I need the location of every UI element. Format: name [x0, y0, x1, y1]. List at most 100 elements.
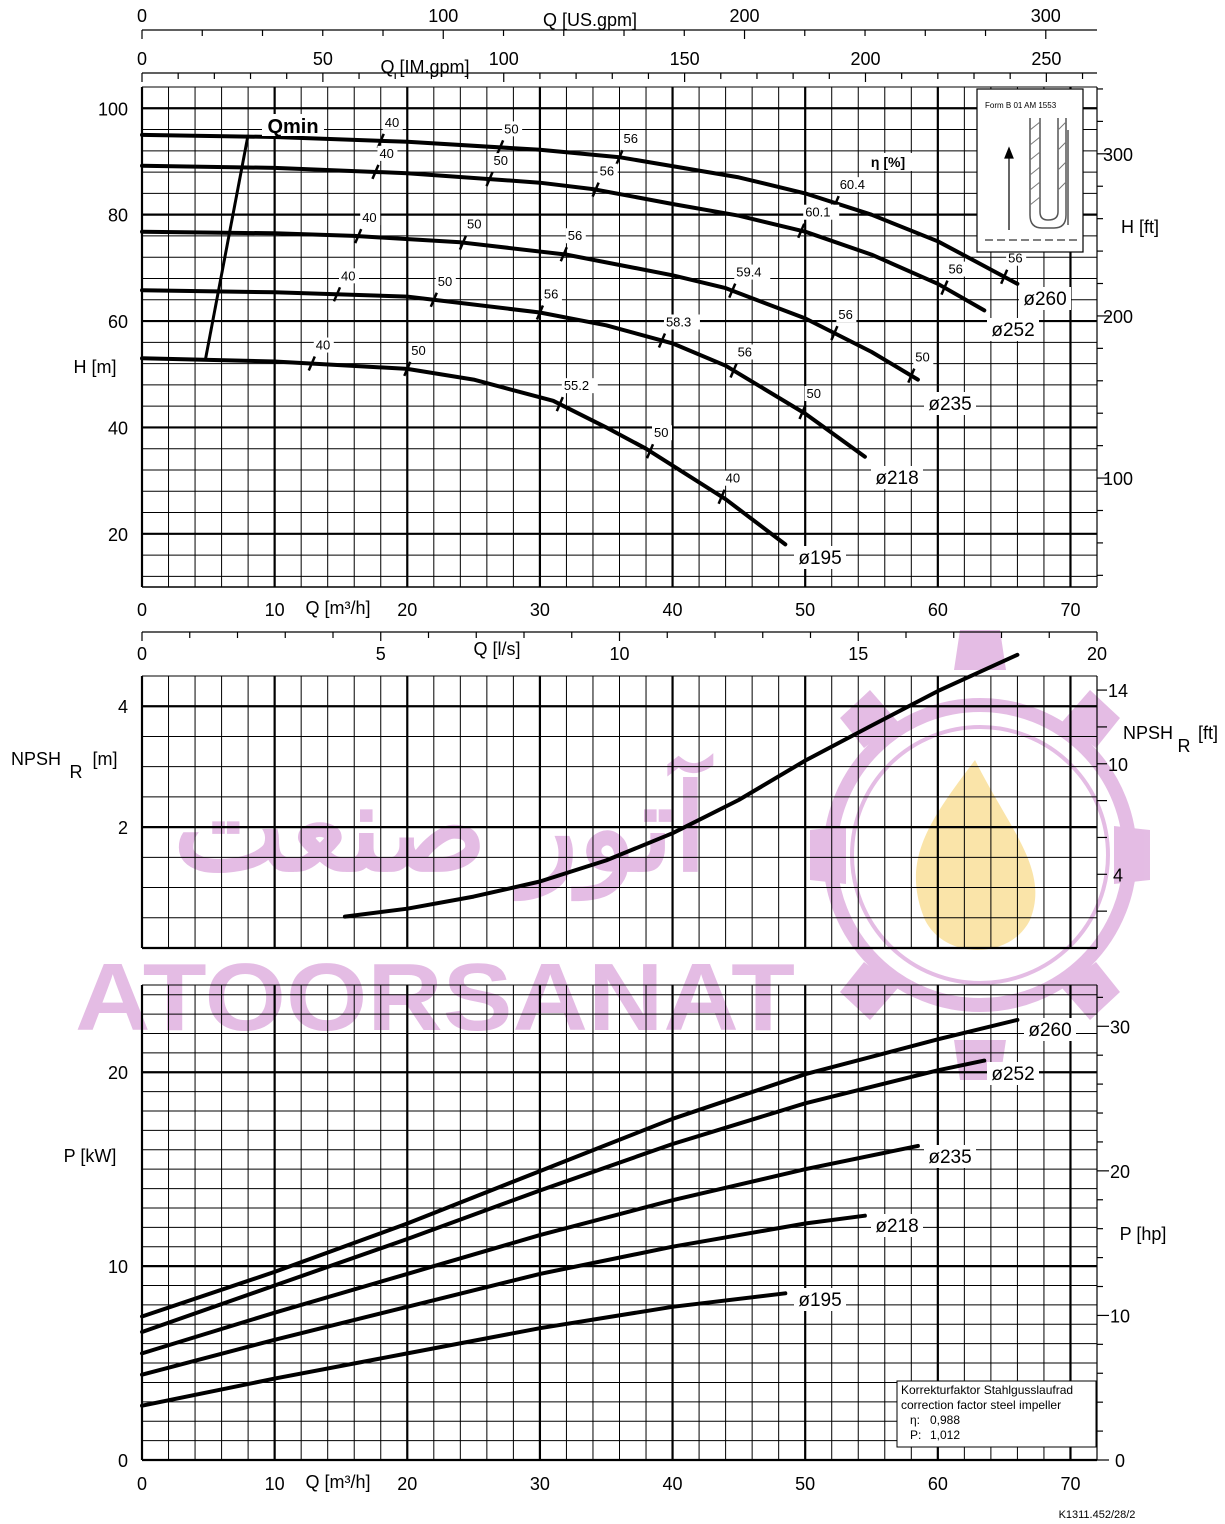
watermark-latin: ATOORSANAT	[75, 944, 795, 1051]
eta-label-bg	[913, 349, 934, 365]
power-x-tick-label: 40	[663, 1474, 683, 1494]
eta-label-bg	[409, 342, 430, 358]
ls-tick-label: 20	[1087, 644, 1107, 664]
head-y-tick-label: 100	[98, 99, 128, 119]
eta-label-bg	[313, 337, 334, 353]
document-reference: K1311.452/28/2	[1059, 1509, 1136, 1521]
head-x-tick-label: 40	[663, 600, 683, 620]
watermark-ring-outer	[823, 698, 1137, 1012]
eta-value-label: 56	[948, 262, 962, 277]
eta-tick-mark	[798, 404, 807, 420]
power-curve-label: ø252	[991, 1064, 1034, 1085]
head-y-tick-label: 20	[108, 525, 128, 545]
eta-value-label: 60.4	[840, 177, 865, 192]
eta-value-label: 56	[544, 287, 558, 302]
im-gpm-axis-tick-label: 150	[670, 49, 700, 69]
curve-label-bg	[924, 1145, 976, 1168]
head-curve-label: ø252	[991, 320, 1034, 341]
eta-tick-mark	[485, 171, 494, 187]
head-x-tick-label: 30	[530, 600, 550, 620]
eta-value-label: 50	[915, 350, 929, 365]
npsh-ft-sub: R	[1178, 736, 1191, 756]
power-curve-ø235	[140, 1143, 920, 1356]
ls-tick-label: 15	[848, 644, 868, 664]
us-gpm-axis-tick-label: 100	[428, 6, 458, 26]
eta-value-label: 50	[654, 425, 668, 440]
watermark: آتور صنعت ATOORSANAT	[75, 630, 1150, 1080]
eta-value-label: 50	[467, 217, 481, 232]
eta-tick-mark	[728, 283, 737, 299]
ls-tick-label: 0	[137, 644, 147, 664]
head-ft-tick-label: 100	[1103, 469, 1133, 489]
correction-eta-value: 0,988	[930, 1413, 960, 1427]
power-curve-ø195	[140, 1291, 788, 1408]
eta-tick-mark	[495, 139, 505, 155]
eta-tick-mark	[376, 133, 385, 149]
im-gpm-axis-tick-label: 100	[489, 49, 519, 69]
eta-label-bg	[597, 163, 618, 179]
eta-label-bg	[837, 177, 874, 193]
power-curve-label: ø260	[1028, 1020, 1071, 1041]
head-x-tick-label: 20	[397, 600, 417, 620]
eta-tick-mark	[371, 164, 380, 180]
eta-label-bg	[803, 204, 840, 220]
eta-value-label: 60.1	[805, 205, 830, 220]
eta-tick-mark	[615, 149, 624, 165]
eta-tick-mark	[729, 363, 738, 379]
correction-p-value: 1,012	[930, 1428, 960, 1442]
head-y-axis-label: H [m]	[74, 357, 117, 377]
correction-box-frame	[896, 1380, 1097, 1448]
curve-label-bg	[794, 1288, 846, 1311]
im-gpm-axis-tick-label: 250	[1031, 49, 1061, 69]
curve-label-bg	[1024, 1018, 1076, 1041]
eta-tick-mark	[645, 443, 655, 459]
im-gpm-axis-label: Q [IM.gpm]	[380, 57, 469, 77]
correction-eta-label: η:	[910, 1413, 920, 1427]
power-hp-label: P [hp]	[1120, 1224, 1167, 1244]
impeller-drawing-icon	[1029, 118, 1069, 229]
eta-label-bg	[734, 264, 771, 280]
eta-label-bg	[1006, 250, 1027, 266]
power-hp-tick-label: 20	[1110, 1162, 1130, 1182]
head-curve-ø235	[140, 229, 920, 382]
head-curve-ø218	[140, 288, 867, 459]
us-gpm-axis-tick-label: 0	[137, 6, 147, 26]
npsh-y-tick-label: 2	[118, 818, 128, 838]
ls-tick-label: 5	[376, 644, 386, 664]
head-y-tick-label: 40	[108, 418, 128, 438]
power-hp-tick-label: 10	[1110, 1306, 1130, 1326]
npsh-ft-tick-label: 4	[1113, 865, 1123, 885]
watermark-flame	[915, 760, 1036, 950]
impeller-hatch-icon	[1029, 121, 1067, 206]
power-x-axis-label: Q [m³/h]	[305, 1472, 370, 1492]
eta-value-label: 40	[362, 210, 376, 225]
eta-tick-mark	[429, 292, 438, 308]
power-y-tick-label: 20	[108, 1063, 128, 1083]
head-x-tick-label: 10	[265, 600, 285, 620]
head-x-tick-label: 70	[1060, 600, 1080, 620]
correction-line2: correction factor steel impeller	[901, 1398, 1061, 1412]
power-curve-ø260	[140, 1017, 1020, 1319]
power-y-tick-label: 10	[108, 1257, 128, 1277]
eta-label-bg	[663, 314, 700, 330]
ls-tick-label: 10	[609, 644, 629, 664]
eta-label-bg	[338, 268, 359, 284]
power-x-tick-label: 10	[265, 1474, 285, 1494]
head-x-tick-label: 50	[795, 600, 815, 620]
eta-value-label: 56	[738, 345, 752, 360]
eta-value-label: 40	[316, 338, 330, 353]
im-gpm-axis-tick-label: 0	[137, 49, 147, 69]
eta-label-bg	[435, 273, 456, 289]
eta-label-bg	[561, 378, 598, 394]
eta-label-bg	[836, 307, 857, 323]
eta-label-bg	[377, 145, 398, 161]
ls-axis-label: Q [l/s]	[473, 639, 520, 659]
head-ft-axis-label: H [ft]	[1121, 217, 1159, 237]
eta-label-bg	[866, 153, 916, 171]
eta-label-bg	[723, 470, 744, 486]
eta-value-label: 50	[438, 274, 452, 289]
power-y-tick-label: 0	[118, 1451, 128, 1471]
eta-value-label: 40	[726, 471, 740, 486]
